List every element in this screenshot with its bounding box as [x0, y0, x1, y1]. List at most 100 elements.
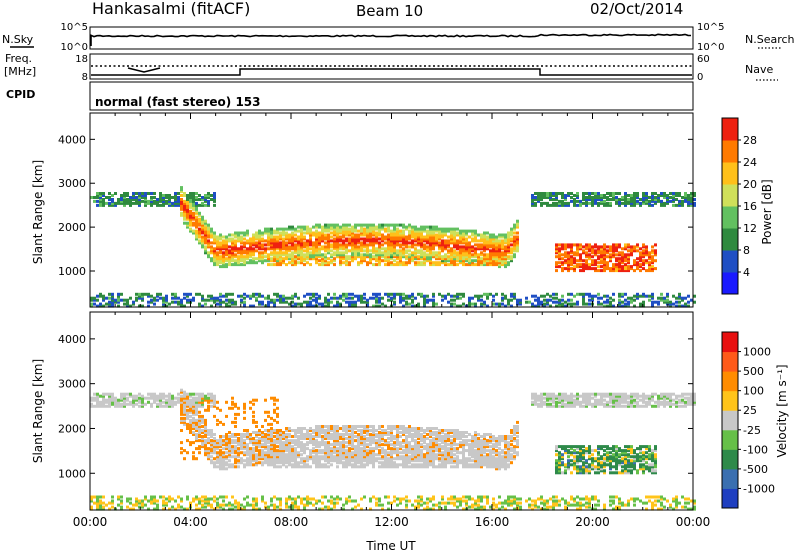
power-cell — [144, 201, 147, 205]
velocity-cell — [300, 459, 303, 463]
power-cell — [639, 265, 642, 269]
power-cell — [633, 196, 636, 199]
power-cell — [315, 231, 318, 235]
power-cell — [480, 247, 483, 251]
power-cell — [189, 199, 192, 203]
power-cell — [576, 292, 579, 296]
power-cell — [615, 201, 618, 205]
power-cell — [465, 241, 468, 245]
power-cell — [318, 247, 321, 251]
velocity-cell — [288, 505, 291, 509]
power-cell — [468, 253, 471, 257]
power-cell — [684, 304, 687, 308]
power-cell — [516, 243, 519, 247]
power-cell — [498, 235, 501, 239]
power-cell — [663, 194, 666, 197]
velocity-cell — [111, 505, 114, 509]
velocity-cell — [216, 461, 219, 465]
velocity-cell — [141, 396, 144, 400]
power-cell — [651, 302, 654, 306]
velocity-cell — [237, 465, 240, 469]
power-cell — [441, 255, 444, 259]
power-cell — [591, 192, 594, 195]
power-cell — [396, 261, 399, 265]
velocity-cell — [345, 441, 348, 445]
power-cell — [351, 227, 354, 231]
power-cell — [156, 201, 159, 205]
velocity-cell — [384, 433, 387, 436]
power-cell — [588, 255, 591, 259]
velocity-cell — [150, 499, 153, 503]
power-cell — [207, 298, 210, 302]
power-cell — [606, 263, 609, 267]
velocity-cell — [315, 427, 318, 430]
power-cell — [516, 223, 519, 227]
power-cell — [300, 304, 303, 308]
power-cell — [390, 255, 393, 259]
power-cell — [282, 237, 285, 241]
velocity-cell — [342, 437, 345, 440]
velocity-cell — [222, 463, 225, 467]
velocity-cell — [168, 404, 171, 408]
power-cell — [693, 198, 696, 201]
power-cell — [555, 247, 558, 251]
power-cell — [207, 255, 210, 259]
velocity-cell — [219, 445, 222, 449]
power-cell — [261, 257, 264, 261]
power-cell — [192, 192, 195, 195]
power-cell — [207, 201, 210, 205]
velocity-cell — [351, 437, 354, 440]
power-cell — [228, 233, 231, 237]
power-cell — [465, 251, 468, 255]
velocity-cell — [357, 429, 360, 432]
power-cell — [240, 251, 243, 255]
power-cell — [405, 263, 408, 267]
power-cell — [234, 249, 237, 253]
velocity-cell — [162, 495, 165, 499]
power-cell — [462, 255, 465, 259]
velocity-cell — [132, 396, 135, 400]
power-cell — [135, 196, 138, 199]
power-cell — [567, 192, 570, 195]
power-cell — [492, 263, 495, 267]
power-cell — [366, 249, 369, 253]
power-cell — [462, 245, 465, 249]
power-cell — [339, 302, 342, 306]
power-cell — [234, 231, 237, 235]
power-cell — [324, 300, 327, 304]
power-cell — [279, 263, 282, 267]
power-cell — [366, 304, 369, 308]
power-cell — [402, 292, 405, 296]
velocity-cell — [279, 447, 282, 451]
power-cell — [363, 229, 366, 233]
power-cell — [357, 245, 360, 249]
velocity-cell — [366, 431, 369, 434]
power-cell — [231, 251, 234, 255]
power-cell — [348, 223, 351, 227]
velocity-cell — [276, 414, 279, 418]
velocity-cell — [333, 501, 336, 505]
velocity-cell — [285, 455, 288, 459]
power-cell — [216, 251, 219, 255]
power-cell — [408, 255, 411, 259]
power-cell — [282, 259, 285, 263]
power-cell — [693, 203, 696, 207]
velocity-cell — [285, 499, 288, 503]
velocity-cell — [207, 396, 210, 400]
velocity-cell — [273, 455, 276, 459]
velocity-cell — [318, 451, 321, 455]
power-cell — [213, 296, 216, 300]
power-cell — [192, 194, 195, 197]
velocity-cell — [231, 396, 234, 400]
power-cell — [513, 227, 516, 231]
power-cell — [309, 233, 312, 237]
power-cell — [258, 259, 261, 263]
power-cell — [276, 245, 279, 249]
power-cell — [321, 231, 324, 235]
power-cell — [426, 257, 429, 261]
power-colorbar-tick-label: 28 — [743, 134, 757, 147]
power-cell — [555, 304, 558, 308]
velocity-cell — [345, 457, 348, 461]
power-cell — [636, 194, 639, 197]
power-cell — [531, 294, 534, 298]
